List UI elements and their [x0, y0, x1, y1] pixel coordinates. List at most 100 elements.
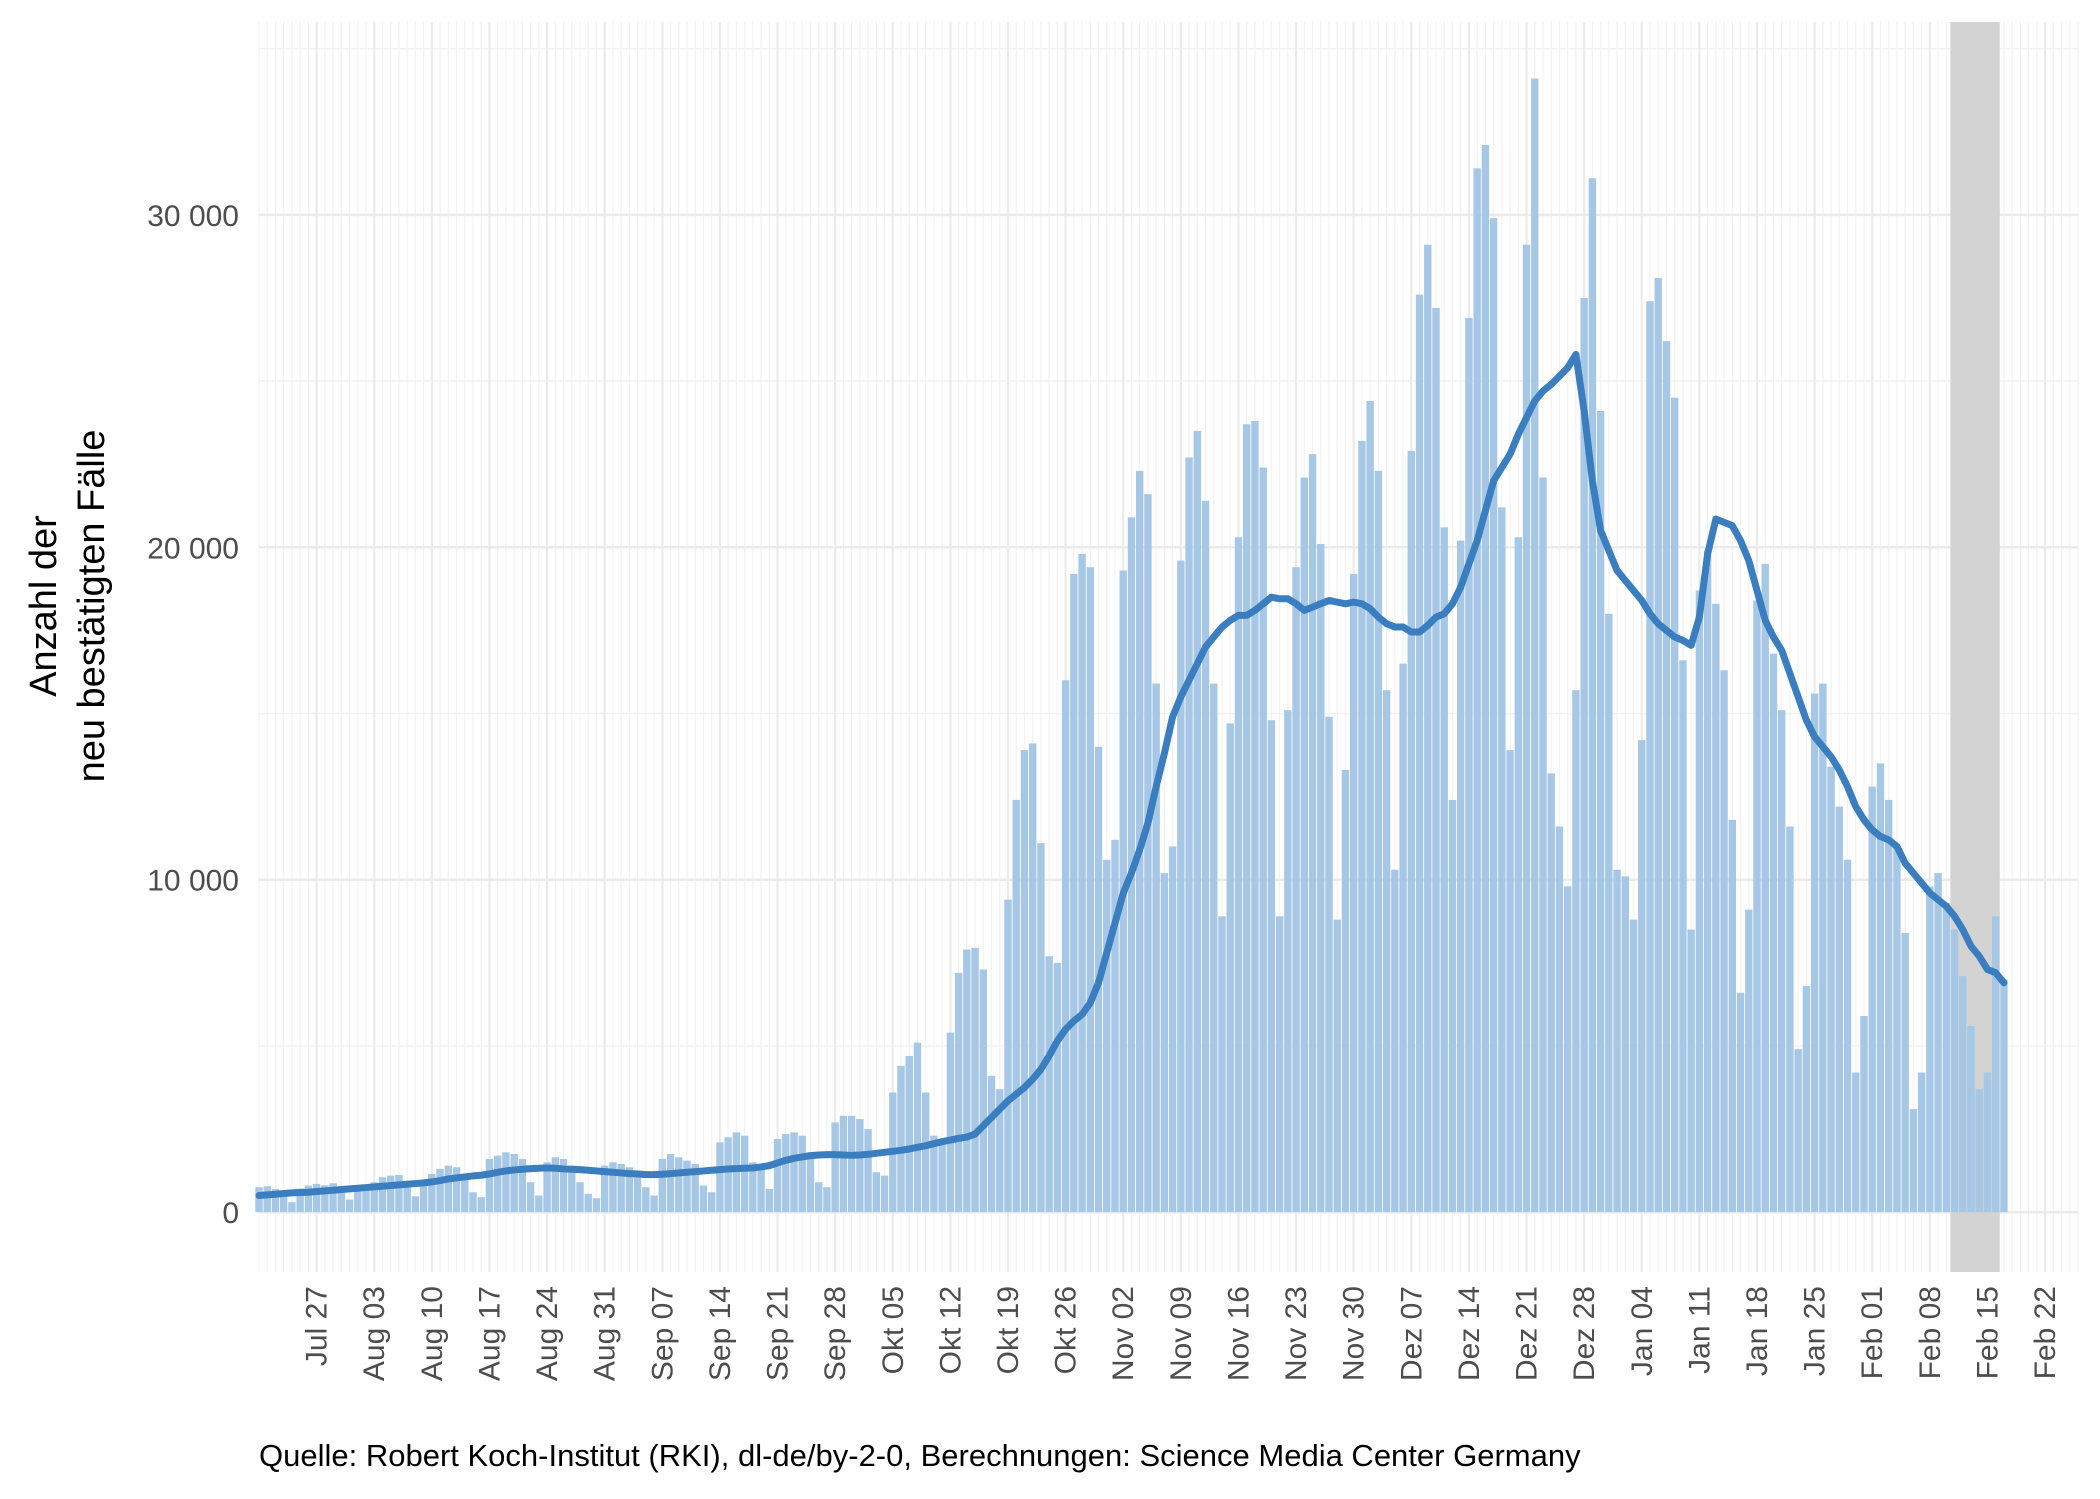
bar	[699, 1185, 708, 1213]
bar	[1786, 826, 1794, 1213]
bar-series	[255, 78, 2008, 1213]
bar	[707, 1192, 716, 1213]
bar	[1218, 916, 1226, 1213]
x-tick-label: Nov 23	[1280, 1286, 1313, 1381]
bar	[609, 1162, 617, 1213]
bar	[1103, 859, 1111, 1213]
bar	[1991, 916, 2000, 1213]
x-tick-label: Feb 15	[1971, 1286, 2004, 1379]
bar	[921, 1092, 930, 1213]
bar	[1111, 839, 1119, 1213]
x-tick-label: Aug 10	[416, 1286, 449, 1381]
bar	[1736, 992, 1745, 1213]
bar	[1185, 457, 1193, 1213]
y-axis-ticks: 0 10 000 20 000 30 000	[147, 200, 239, 1230]
x-tick-label: Jan 25	[1799, 1286, 1832, 1376]
bar	[1563, 886, 1572, 1213]
bar	[1325, 716, 1333, 1213]
bar	[1317, 543, 1325, 1213]
bar	[1580, 297, 1588, 1213]
x-tick-label: Jan 18	[1741, 1286, 1774, 1376]
bar	[1959, 976, 1967, 1213]
bar	[1284, 710, 1292, 1213]
bar	[1358, 440, 1366, 1213]
bar	[469, 1192, 477, 1213]
bar	[1926, 886, 1934, 1213]
bar	[263, 1186, 271, 1213]
bar	[600, 1165, 609, 1213]
bar	[312, 1183, 321, 1213]
bar	[1868, 786, 1876, 1213]
y-tick-label: 30 000	[147, 200, 239, 233]
bar	[1769, 653, 1778, 1213]
bar	[930, 1135, 938, 1213]
y-tick-label: 20 000	[147, 532, 239, 565]
bar	[1843, 859, 1852, 1213]
bar	[757, 1168, 765, 1213]
bar	[773, 1139, 782, 1213]
bar	[1901, 932, 1909, 1213]
bar	[354, 1189, 362, 1213]
bar	[568, 1165, 576, 1213]
bar	[510, 1153, 518, 1213]
bar	[633, 1170, 642, 1213]
bar	[1267, 720, 1276, 1213]
bar	[493, 1155, 502, 1213]
bar	[1333, 919, 1341, 1213]
bar	[1884, 799, 1893, 1213]
bar	[1794, 1049, 1802, 1213]
bar	[1588, 178, 1597, 1213]
x-tick-label: Feb 08	[1914, 1286, 1947, 1379]
bar	[625, 1167, 634, 1213]
bar	[1753, 600, 1761, 1213]
bar	[642, 1187, 650, 1213]
bar	[880, 1175, 889, 1213]
bar	[1983, 1072, 1992, 1213]
bar	[790, 1132, 798, 1213]
bar	[1382, 690, 1391, 1213]
bar	[461, 1173, 469, 1213]
bar	[617, 1163, 625, 1213]
bar	[1950, 929, 1959, 1213]
bar	[337, 1190, 346, 1213]
bar	[963, 949, 971, 1213]
bar	[2000, 979, 2008, 1213]
bar	[1909, 1109, 1918, 1213]
bar	[378, 1177, 387, 1213]
bar	[444, 1165, 453, 1213]
bar	[856, 1119, 864, 1213]
bar	[1679, 660, 1687, 1213]
bar	[255, 1187, 263, 1213]
bar	[1061, 680, 1070, 1213]
bar	[650, 1195, 658, 1213]
bar	[1802, 986, 1811, 1213]
bar	[279, 1191, 288, 1213]
bar	[1967, 1025, 1975, 1213]
bar	[1531, 78, 1539, 1213]
bar	[798, 1135, 806, 1213]
bar	[1391, 869, 1399, 1213]
bar	[806, 1152, 815, 1213]
x-tick-label: Okt 19	[992, 1286, 1025, 1374]
x-tick-label: Feb 22	[2029, 1286, 2062, 1379]
bar	[1621, 876, 1630, 1213]
bar	[1053, 962, 1062, 1213]
bar	[749, 1162, 757, 1213]
bar	[288, 1202, 296, 1213]
bar	[954, 972, 963, 1213]
x-tick-label: Dez 21	[1511, 1286, 1544, 1381]
bar	[1687, 929, 1695, 1213]
bar	[419, 1185, 428, 1213]
bar	[1012, 799, 1020, 1213]
y-tick-label: 10 000	[147, 865, 239, 898]
bar	[1712, 603, 1720, 1213]
bar	[1432, 307, 1440, 1213]
bar	[724, 1137, 732, 1213]
x-tick-label: Nov 09	[1165, 1286, 1198, 1381]
x-tick-label: Sep 07	[646, 1286, 679, 1381]
bar	[1037, 843, 1045, 1213]
bar	[1300, 477, 1309, 1213]
bar	[1440, 527, 1448, 1213]
bar	[691, 1163, 699, 1213]
bar	[477, 1197, 485, 1213]
